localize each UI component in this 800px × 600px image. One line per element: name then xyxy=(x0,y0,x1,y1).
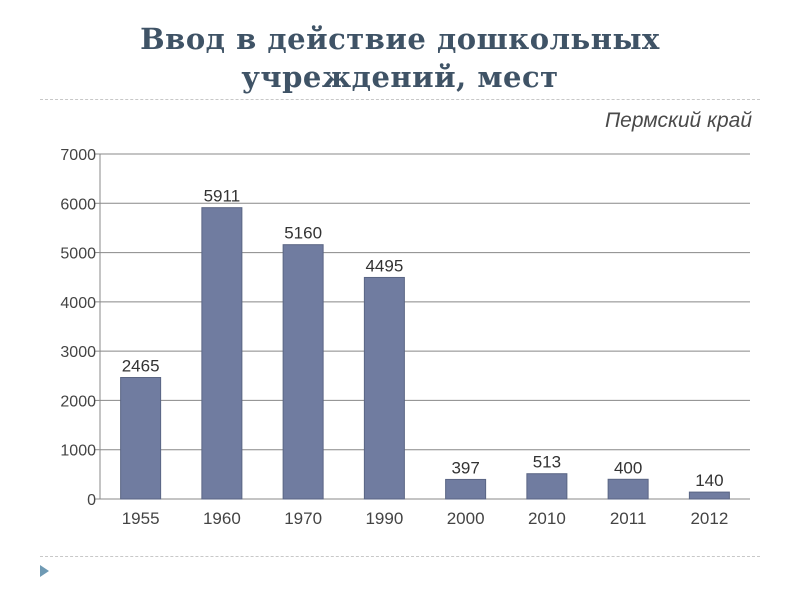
x-tick-label: 2012 xyxy=(690,509,728,528)
data-label: 513 xyxy=(533,453,561,472)
bar xyxy=(526,473,568,500)
data-label: 140 xyxy=(695,471,723,490)
y-tick-label: 5000 xyxy=(60,246,96,263)
bar xyxy=(688,491,730,500)
x-tick-label: 2010 xyxy=(528,509,566,528)
bottom-divider xyxy=(40,556,760,557)
bar xyxy=(445,478,487,500)
data-label: 397 xyxy=(451,458,479,477)
bar xyxy=(607,478,649,500)
bar xyxy=(282,244,324,500)
title-line-2: учреждений, мест xyxy=(241,60,559,94)
x-tick-label: 2011 xyxy=(610,509,647,528)
x-tick-label: 1990 xyxy=(365,509,403,528)
top-divider xyxy=(40,99,760,100)
x-tick-label: 1970 xyxy=(284,509,322,528)
data-label: 2465 xyxy=(122,357,160,376)
x-tick-label: 2000 xyxy=(447,509,485,528)
data-label: 400 xyxy=(614,458,642,477)
data-label: 5160 xyxy=(284,224,322,243)
region-label: Пермский край xyxy=(604,109,752,132)
x-tick-label: 1955 xyxy=(122,509,160,528)
y-tick-label: 1000 xyxy=(60,443,96,460)
page-title: Ввод в действие дошкольных учреждений, м… xyxy=(0,20,800,96)
data-label: 5911 xyxy=(204,187,241,206)
y-tick-label: 3000 xyxy=(60,344,96,361)
next-slide-arrow-icon[interactable] xyxy=(40,565,49,577)
y-tick-label: 6000 xyxy=(60,196,96,213)
y-tick-label: 7000 xyxy=(60,147,96,164)
data-label: 4495 xyxy=(365,256,403,275)
y-tick-label: 4000 xyxy=(60,295,96,312)
y-tick-label: 0 xyxy=(87,492,96,509)
title-line-1: Ввод в действие дошкольных xyxy=(140,22,660,56)
bar xyxy=(120,377,162,500)
x-tick-label: 1960 xyxy=(203,509,241,528)
bar xyxy=(363,276,405,500)
y-tick-label: 2000 xyxy=(60,393,96,410)
bar xyxy=(201,207,243,500)
